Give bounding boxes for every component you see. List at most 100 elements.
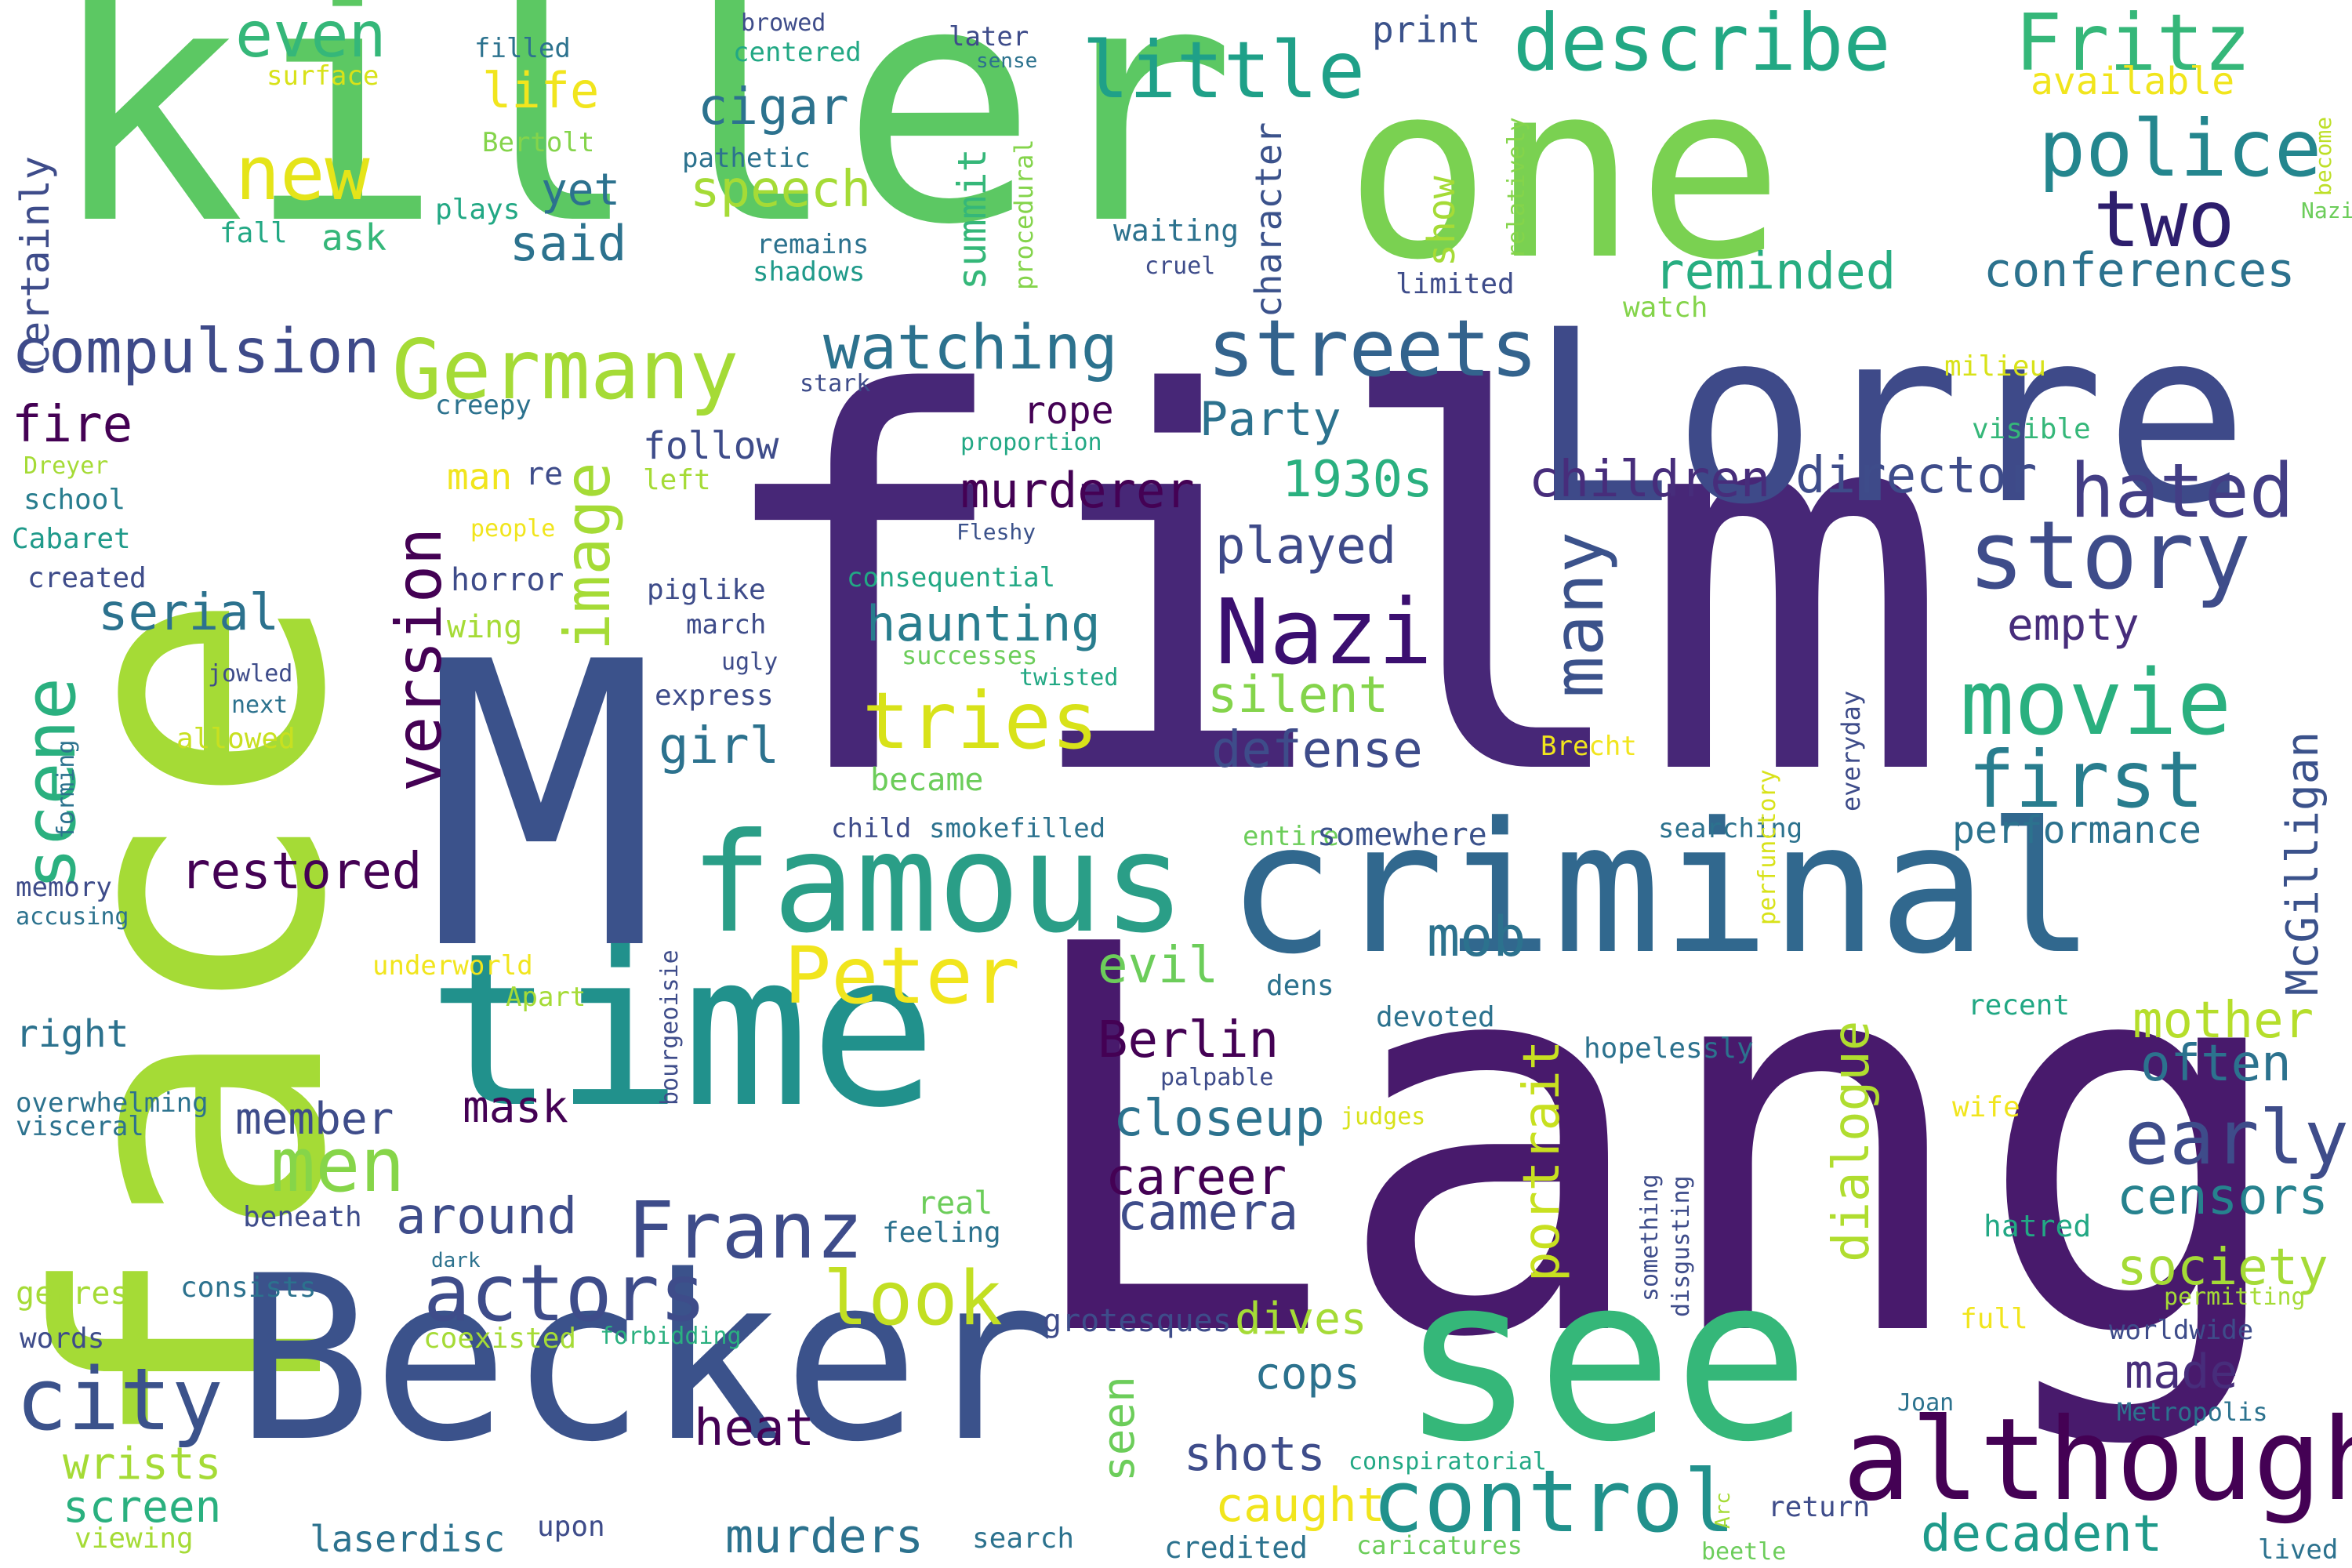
word-cabaret: Cabaret xyxy=(12,523,131,555)
word-metropolis: Metropolis xyxy=(2117,1397,2268,1427)
word-famous: famous xyxy=(690,804,1186,964)
word-peter: Peter xyxy=(784,930,1021,1022)
word-party: Party xyxy=(1200,392,1341,447)
word-performance: performance xyxy=(1952,808,2201,852)
word-society: society xyxy=(2117,1239,2328,1297)
word-remains: remains xyxy=(757,229,869,260)
word-early: early xyxy=(2125,1095,2349,1181)
word-left: left xyxy=(643,464,711,496)
word-haunting: haunting xyxy=(866,595,1101,652)
word-fall: fall xyxy=(220,217,288,249)
word-watching: watching xyxy=(823,313,1118,383)
word-somewhere: somewhere xyxy=(1317,817,1487,853)
word-twisted: twisted xyxy=(1019,664,1119,691)
word-stark: stark xyxy=(800,370,871,397)
word-recent: recent xyxy=(1968,989,2071,1022)
word-murderer: murderer xyxy=(960,462,1195,519)
word-ask: ask xyxy=(321,216,387,259)
word-forming: forming xyxy=(53,739,80,839)
word-perfunctory: perfunctory xyxy=(1754,769,1781,925)
word-cruel: cruel xyxy=(1145,252,1216,280)
word-grotesques: grotesques xyxy=(1043,1303,1232,1339)
word-look: look xyxy=(823,1256,1003,1342)
word-movie: movie xyxy=(1960,651,2232,756)
word-nazism: Nazism xyxy=(2301,198,2352,223)
word-control: control xyxy=(1372,1451,1736,1552)
word-everyday: everyday xyxy=(1836,690,1866,811)
word-tries: tries xyxy=(862,675,1099,767)
word-silent: silent xyxy=(1207,666,1389,724)
word-credited: credited xyxy=(1164,1530,1308,1565)
word-rope: rope xyxy=(1023,389,1114,433)
word-murders: murders xyxy=(725,1509,924,1564)
word-lorre: Lorre xyxy=(1529,278,2249,557)
word-fire: fire xyxy=(12,396,133,454)
word-describe: describe xyxy=(1513,0,1891,89)
word-said: said xyxy=(510,215,627,272)
word-mob: mob xyxy=(1427,905,1526,969)
word-dark: dark xyxy=(431,1249,481,1272)
word-visceral: visceral xyxy=(16,1111,144,1142)
word-director: director xyxy=(1795,447,2038,505)
word-filled: filled xyxy=(474,33,571,64)
word-compulsion: compulsion xyxy=(12,317,380,387)
word-little: little xyxy=(1082,24,1366,116)
word-smokefilled: smokefilled xyxy=(929,813,1106,844)
word-life: life xyxy=(482,62,600,119)
word-image: image xyxy=(551,462,624,651)
word-decadent: decadent xyxy=(1921,1505,2163,1563)
word-brecht: Brecht xyxy=(1541,731,1637,762)
word-next: next xyxy=(231,691,289,719)
word-censors: censors xyxy=(2117,1168,2328,1226)
word-dialogue: dialogue xyxy=(1823,1020,1881,1262)
word-browed: browed xyxy=(741,9,826,37)
word-beetle: beetle xyxy=(1701,1538,1787,1566)
word-although: although xyxy=(1842,1394,2352,1526)
word-wife: wife xyxy=(1952,1091,2020,1123)
word-1930s: 1930s xyxy=(1282,451,1433,509)
word-portrait: portrait xyxy=(1513,1040,1571,1282)
word-visible: visible xyxy=(1972,413,2091,445)
word-feeling: feeling xyxy=(882,1217,1001,1249)
word-city: city xyxy=(16,1349,223,1450)
word-successes: successes xyxy=(902,641,1038,670)
word-cops: cops xyxy=(1254,1348,1360,1399)
word-limited: limited xyxy=(1396,268,1515,300)
word-centered: centered xyxy=(733,37,862,68)
word-fleshy: Fleshy xyxy=(956,519,1036,545)
word-many: many xyxy=(1538,532,1619,698)
word-become: become xyxy=(2310,116,2336,196)
word-beneath: beneath xyxy=(243,1201,362,1233)
word-men: men xyxy=(270,1123,405,1209)
word-evil: evil xyxy=(1098,937,1219,995)
word-shots: shots xyxy=(1184,1427,1326,1482)
word-career: career xyxy=(1105,1149,1287,1207)
word-one: one xyxy=(1345,31,1784,314)
word-m: M xyxy=(423,579,660,1036)
word-yet: yet xyxy=(541,165,621,216)
word-consequential: consequential xyxy=(847,562,1056,593)
word-became: became xyxy=(870,762,984,798)
word-reminded: reminded xyxy=(1654,243,1896,301)
word-arc: Arc xyxy=(1711,1492,1735,1529)
word-nazi: Nazi xyxy=(1215,580,1432,685)
word-caricatures: caricatures xyxy=(1356,1530,1523,1560)
word-forbidding: forbidding xyxy=(600,1323,742,1350)
word-people: people xyxy=(470,515,556,543)
word-pathetic: pathetic xyxy=(682,143,811,174)
word-child: child xyxy=(831,813,912,844)
word-hated: hated xyxy=(2070,448,2294,535)
word-joan: Joan xyxy=(1897,1389,1955,1417)
word-cigar: cigar xyxy=(698,78,849,136)
word-new: new xyxy=(235,131,370,217)
word-searching: searching xyxy=(1658,813,1803,844)
word-disgusting: disgusting xyxy=(1668,1175,1695,1317)
word-laserdisc: laserdisc xyxy=(310,1518,506,1560)
word-story: story xyxy=(1968,502,2252,611)
word-sense: sense xyxy=(976,49,1038,73)
word-germany: Germany xyxy=(392,322,739,418)
word-first: first xyxy=(1968,734,2205,826)
word-played: played xyxy=(1215,517,1397,575)
word-speech: speech xyxy=(690,161,872,219)
word-mask: mask xyxy=(463,1082,568,1133)
